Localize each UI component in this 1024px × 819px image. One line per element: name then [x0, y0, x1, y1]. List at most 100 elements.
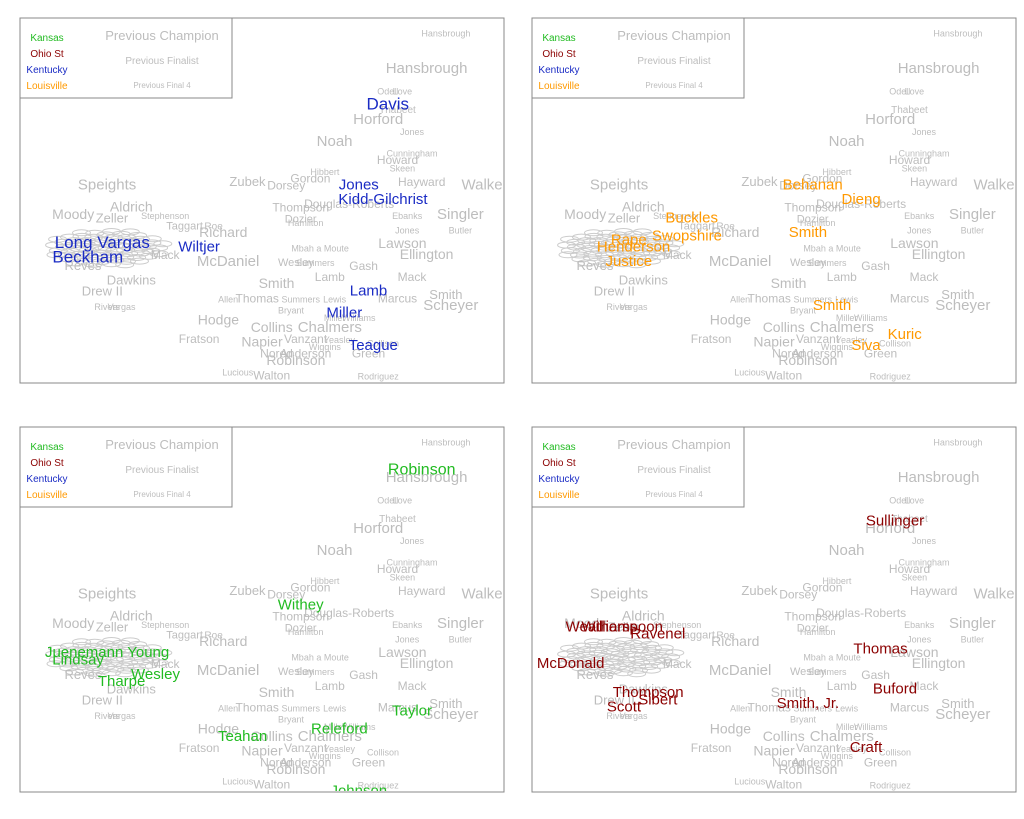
background-player-label: Vargas: [620, 711, 648, 721]
background-player-label: Drew II: [82, 692, 123, 707]
background-player-label: Vargas: [108, 302, 136, 312]
cluster-mark: [116, 246, 136, 254]
background-player-label: Noah: [829, 133, 865, 150]
background-player-label: Fratson: [179, 332, 220, 346]
background-player-label: Napier: [753, 743, 795, 759]
team-player-label: Kidd-Gilchrist: [338, 191, 428, 208]
cluster-mark: [639, 663, 659, 670]
cluster-mark: [622, 241, 642, 249]
background-player-label: Walton: [253, 777, 290, 791]
cluster-mark: [102, 637, 121, 644]
background-player-label: Zeller: [608, 210, 641, 225]
team-player-label: Beckham: [52, 248, 123, 267]
background-player-label: Horford: [865, 111, 915, 128]
background-player-label: Wiggins: [309, 342, 342, 352]
background-player-label: Lewis: [835, 295, 859, 305]
background-player-label: Horford: [865, 520, 915, 537]
background-player-label: Thomas: [748, 292, 791, 306]
background-player-label: Love: [905, 496, 925, 506]
background-player-label: Love: [905, 87, 925, 97]
background-player-label: Jones: [912, 127, 937, 137]
background-player-label: Napier: [753, 334, 795, 350]
team-player-label: Davis: [367, 94, 410, 113]
background-player-label: Nored: [772, 756, 805, 770]
background-player-label: Yeasley: [836, 744, 868, 754]
background-player-label: Thompson: [272, 201, 329, 215]
cluster-mark: [153, 649, 173, 657]
background-player-label: Lawson: [378, 644, 426, 660]
legend: Kansas Ohio St Kentucky Louisville Previous …: [531, 426, 745, 508]
cluster-mark: [596, 233, 616, 241]
background-player-label: Scheyer: [935, 706, 990, 723]
background-player-label: Douglas-Roberts: [304, 606, 394, 620]
background-player-label: Butler: [449, 634, 473, 644]
background-player-label: Jones: [400, 127, 425, 137]
cluster-mark: [573, 247, 593, 255]
cluster-mark: [632, 228, 652, 236]
cluster-mark: [58, 251, 77, 259]
background-player-label: Dawkins: [107, 272, 157, 287]
background-player-label: Howard: [889, 562, 930, 576]
cluster-mark: [571, 255, 591, 263]
background-player-label: Mack: [398, 270, 428, 284]
background-player-label: Douglas-Roberts: [816, 197, 906, 211]
background-player-label: Rodriguez: [358, 371, 400, 381]
background-player-label: Dozier: [797, 213, 829, 225]
cluster-mark: [72, 229, 91, 237]
background-player-label: Summers: [793, 704, 832, 714]
cluster-mark: [577, 668, 597, 676]
background-player-label: Walker: [974, 586, 1020, 603]
legend-team-label: Ohio St: [30, 49, 64, 60]
cluster-mark: [573, 656, 593, 664]
background-player-label: Walton: [765, 368, 802, 382]
team-player-label: Smith, Jr.: [777, 695, 840, 712]
legend-frame: [19, 17, 233, 99]
cluster-mark: [661, 250, 681, 258]
background-player-label: Drew II: [82, 283, 123, 298]
background-player-label: Reves: [576, 667, 613, 682]
background-player-label: Horford: [353, 111, 403, 128]
cluster-mark: [46, 251, 66, 259]
background-player-label: Hamilton: [800, 627, 836, 637]
cluster-mark: [120, 637, 140, 645]
cluster-mark: [149, 659, 169, 667]
background-player-label: Bryant: [790, 306, 817, 316]
background-player-label: Scheyer: [423, 706, 478, 723]
background-player-label: Skeen: [390, 163, 416, 173]
background-player-label: Richard: [711, 633, 759, 649]
legend: Kansas Ohio St Kentucky Louisville Previous …: [531, 17, 745, 99]
background-player-label: Reves: [64, 667, 101, 682]
background-player-label: Douglas-Roberts: [816, 606, 906, 620]
background-player-label: Collison: [367, 748, 399, 758]
background-player-label: Noah: [317, 542, 353, 559]
legend-level-label: Previous Champion: [105, 28, 218, 43]
legend-level-label: Previous Finalist: [637, 465, 711, 476]
background-player-label: Hansbrough: [898, 60, 980, 77]
background-player-label: Robinson: [266, 761, 325, 777]
background-player-label: Vargas: [108, 711, 136, 721]
background-player-label: Humphrey: [814, 392, 879, 408]
background-player-label: Wesley: [278, 257, 314, 269]
background-player-label: Reves: [64, 258, 101, 273]
player-cluster: [45, 228, 173, 269]
team-player-label: Buckles: [665, 209, 718, 226]
team-player-label: Wiltjer: [178, 239, 220, 256]
background-player-label: Williams: [342, 313, 376, 323]
background-player-label: Collins: [251, 728, 293, 744]
background-player-label: Smith: [771, 275, 807, 291]
background-player-label: Dorsey: [779, 179, 817, 193]
background-player-label: Napier: [241, 743, 283, 759]
background-player-label: Williams: [854, 313, 888, 323]
background-player-label: Hansbrough: [386, 60, 468, 77]
background-player-label: Lewis: [323, 295, 347, 305]
background-player-label: Thabeet: [891, 105, 928, 116]
cluster-mark: [558, 251, 578, 259]
background-player-label: Ellington: [912, 655, 966, 671]
background-player-label: Thabeet: [379, 514, 416, 525]
background-player-label: Williams: [854, 722, 888, 732]
cluster-mark: [93, 236, 113, 244]
cluster-mark: [131, 235, 151, 243]
cluster-mark: [128, 641, 148, 648]
background-player-label: Dorsey: [267, 588, 305, 602]
